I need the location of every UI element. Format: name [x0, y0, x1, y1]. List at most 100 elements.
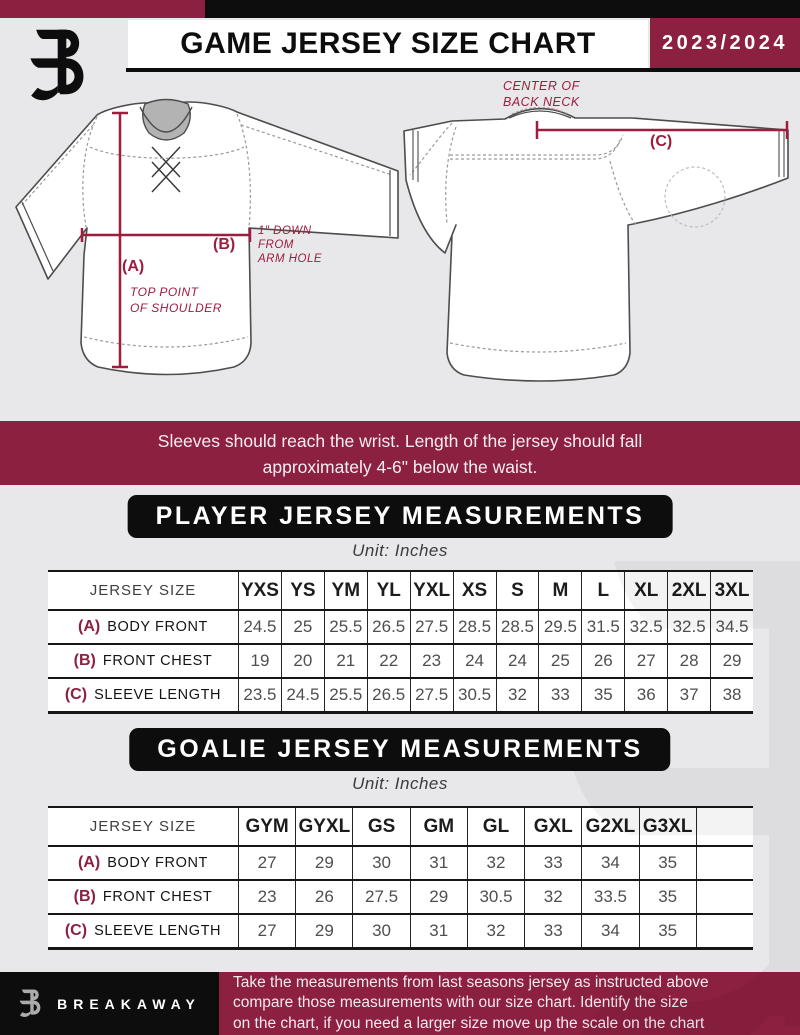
player-section-header: PLAYER JERSEY MEASUREMENTS — [127, 495, 673, 538]
footer-brand-block: BREAKAWAY — [0, 972, 219, 1035]
size-column-header: YL — [366, 572, 410, 609]
size-column-header: G3XL — [638, 808, 696, 845]
measure-a-label: (A) — [122, 258, 145, 275]
measurement-cell: 31.5 — [581, 611, 624, 643]
measure-a-note-line: TOP POINT — [130, 285, 199, 299]
measurement-cell: 34 — [581, 915, 638, 947]
player-unit-label: Unit: Inches — [352, 541, 448, 560]
size-column-header: YM — [323, 572, 367, 609]
measurement-cell: 30 — [352, 915, 409, 947]
measure-a-note: TOP POINT OF SHOULDER — [130, 285, 222, 316]
measurement-cell: 32 — [495, 679, 539, 711]
footer-instruction-line: compare those measurements with our size… — [233, 994, 688, 1012]
measurement-cell: 25.5 — [323, 611, 367, 643]
measurement-cell — [695, 881, 753, 913]
measurement-cell: 29 — [409, 881, 467, 913]
measure-b-note: 1" DOWN FROM ARM HOLE — [258, 224, 322, 266]
measure-c-label: (C) — [650, 133, 673, 150]
top-accent-bar-black — [205, 0, 800, 18]
measurement-cell: 26.5 — [366, 679, 410, 711]
season-badge: 2023/2024 — [650, 18, 800, 68]
measure-a-note-line: OF SHOULDER — [130, 300, 222, 315]
measurement-cell: 35 — [638, 881, 696, 913]
row-label-cell: (A) BODY FRONT — [48, 847, 238, 879]
table-row: (B) FRONT CHEST 19 20 21 22 23 24 24 25 26 27 28 29 — [48, 645, 753, 679]
measurement-cell: 25 — [538, 645, 581, 677]
fit-notice-line: Sleeves should reach the wrist. Length o… — [157, 431, 643, 451]
size-column-header: YXS — [238, 572, 281, 609]
row-label: BODY FRONT — [107, 855, 208, 871]
measurement-cell: 38 — [710, 679, 753, 711]
fit-notice-line: approximately 4-6" below the waist. — [262, 457, 538, 477]
table-header-row: JERSEY SIZE YXS YS YM YL YXL XS S M L XL 2XL 3XL — [48, 572, 753, 611]
measurement-cell: 33 — [538, 679, 581, 711]
row-label: SLEEVE LENGTH — [94, 923, 222, 939]
jersey-size-header-cell: JERSEY SIZE — [89, 818, 197, 835]
measure-c-note-line: CENTER OF — [503, 79, 580, 93]
table-row: (C) SLEEVE LENGTH 27 29 30 31 32 33 34 35 — [48, 915, 753, 949]
row-key: (B) — [73, 652, 96, 669]
measure-c-note-line: BACK NECK — [503, 95, 580, 109]
fit-notice-banner: Sleeves should reach the wrist. Length o… — [0, 421, 800, 485]
measure-c-note: CENTER OF BACK NECK — [503, 78, 580, 110]
measurement-cell: 34 — [581, 847, 638, 879]
row-label: FRONT CHEST — [102, 889, 213, 905]
measurement-cell: 29 — [295, 847, 352, 879]
table-header-row: JERSEY SIZE GYM GYXL GS GM GL GXL G2XL G3XL — [48, 808, 753, 847]
size-column-header: GS — [352, 808, 409, 845]
size-column-header: GYXL — [295, 808, 352, 845]
measure-b-label: (B) — [213, 236, 236, 253]
measurement-cell: 37 — [667, 679, 710, 711]
size-column-header: GM — [409, 808, 467, 845]
size-column-header: GXL — [524, 808, 581, 845]
measurement-cell: 27 — [238, 847, 295, 879]
row-label-cell: (B) FRONT CHEST — [48, 645, 238, 677]
size-column-header: GYM — [238, 808, 295, 845]
row-key: (A) — [77, 618, 101, 635]
row-label-cell: (C) SLEEVE LENGTH — [48, 915, 238, 947]
measure-b-note-line: 1" DOWN — [258, 225, 312, 237]
size-column-header: GL — [466, 808, 524, 845]
measurement-cell: 27 — [624, 645, 667, 677]
measurement-cell — [695, 847, 753, 879]
measurement-cell: 24.5 — [238, 611, 281, 643]
measurement-cell: 30 — [352, 847, 409, 879]
measure-b-note-line: FROM — [258, 239, 294, 251]
footer-instructions: Take the measurements from last seasons … — [219, 972, 800, 1035]
table-row: (B) FRONT CHEST 23 26 27.5 29 30.5 32 33.5 35 — [48, 881, 753, 915]
measurement-cell: 30.5 — [466, 881, 524, 913]
measurement-cell: 25.5 — [323, 679, 367, 711]
measurement-cell: 26 — [581, 645, 624, 677]
title-underline — [126, 68, 800, 72]
measurement-cell: 30.5 — [452, 679, 496, 711]
measurement-cell: 24 — [452, 645, 496, 677]
front-jersey-diagram — [15, 98, 399, 376]
size-column-header: XL — [624, 572, 667, 609]
measurement-cell: 35 — [581, 679, 624, 711]
measurement-cell: 35 — [638, 915, 696, 947]
size-column-header: G2XL — [581, 808, 638, 845]
measurement-cell: 19 — [238, 645, 281, 677]
size-column-header: YXL — [409, 572, 453, 609]
measurement-cell: 26 — [295, 881, 352, 913]
measurement-cell: 35 — [638, 847, 696, 879]
row-label-cell: (C) SLEEVE LENGTH — [48, 679, 238, 711]
measure-b-note-line: ARM HOLE — [258, 253, 323, 265]
measurement-cell: 31 — [409, 847, 467, 879]
measurement-cell: 28 — [667, 645, 710, 677]
page-title: GAME JERSEY SIZE CHART — [128, 20, 648, 68]
size-column-header: 3XL — [710, 572, 753, 609]
goalie-section-header: GOALIE JERSEY MEASUREMENTS — [129, 728, 671, 771]
row-label-cell: (B) FRONT CHEST — [48, 881, 238, 913]
row-label: BODY FRONT — [107, 619, 208, 635]
breakaway-logo-icon — [18, 987, 46, 1021]
measurement-cell: 23 — [238, 881, 295, 913]
measurement-cell: 22 — [366, 645, 410, 677]
measurement-cell: 31 — [409, 915, 467, 947]
measurement-cell: 23 — [409, 645, 453, 677]
measurement-cell: 27.5 — [409, 611, 453, 643]
measurement-cell: 21 — [323, 645, 367, 677]
table-row: (A) BODY FRONT 27 29 30 31 32 33 34 35 — [48, 847, 753, 881]
measurement-cell: 27.5 — [409, 679, 453, 711]
measurement-cell: 26.5 — [366, 611, 410, 643]
